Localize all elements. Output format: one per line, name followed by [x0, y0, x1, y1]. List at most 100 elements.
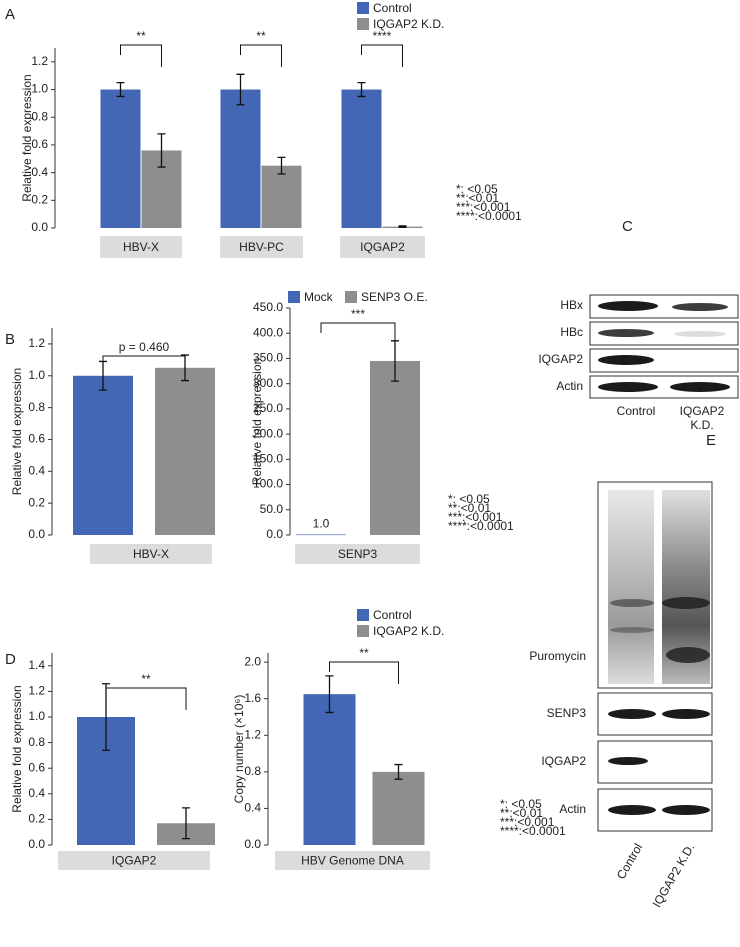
bar: [370, 360, 420, 535]
value-label: 1.0: [313, 517, 330, 531]
blot-e: Puromycin SENP3 IQGAP2 Actin Control IQG…: [529, 481, 713, 910]
significance-key: ****:<0.0001: [448, 519, 514, 533]
bar: [261, 165, 302, 228]
bar: [296, 534, 346, 536]
band: [662, 709, 710, 719]
error-bar: [182, 807, 190, 840]
significance-bracket: [329, 661, 399, 684]
bar: [100, 89, 141, 229]
x-tick-label: HBV-X: [123, 240, 159, 254]
category-box: [58, 851, 210, 870]
band: [608, 709, 656, 719]
band: [598, 382, 658, 392]
error-bar: [236, 73, 245, 106]
row-label: SENP3: [547, 706, 587, 720]
y-tick-label: 0.0: [266, 527, 283, 541]
error-bar: [398, 225, 407, 228]
bar: [303, 694, 356, 845]
row-label: Actin: [556, 379, 583, 393]
y-tick-label: 1.2: [244, 727, 261, 741]
y-tick-label: 1.0: [28, 368, 45, 382]
error-bar: [277, 156, 286, 175]
legend-swatch: [288, 291, 300, 303]
x-tick-label: HBV-X: [133, 547, 169, 561]
significance-bracket: [120, 44, 162, 67]
legend-swatch: [357, 609, 369, 621]
y-tick-label: 300.0: [253, 376, 283, 390]
y-axis-label: Relative fold expression: [10, 685, 24, 812]
y-tick-label: 0.6: [31, 137, 48, 151]
blot-strip: [589, 375, 739, 399]
y-tick-label: 400.0: [253, 325, 283, 339]
y-tick-label: 0.8: [28, 400, 45, 414]
band: [598, 301, 658, 311]
significance-bracket: [361, 44, 403, 67]
y-tick-label: 0.6: [28, 432, 45, 446]
panel-label: D: [5, 651, 16, 668]
legend-label: Control: [373, 608, 412, 622]
band: [662, 597, 710, 609]
y-tick-label: 1.0: [28, 709, 45, 723]
band: [598, 355, 654, 365]
y-tick-label: 0.0: [31, 220, 48, 234]
y-tick-label: 1.0: [31, 82, 48, 96]
x-tick-label: IQGAP2: [360, 240, 405, 254]
y-tick-label: 200.0: [253, 426, 283, 440]
significance-key: *: <0.05: [448, 492, 490, 506]
y-tick-label: 450.0: [253, 300, 283, 314]
band: [610, 627, 654, 633]
panel-label: A: [5, 6, 15, 23]
row-label: Puromycin: [529, 649, 586, 663]
bar: [341, 89, 382, 229]
significance-label: ****: [373, 29, 392, 43]
legend-label: IQGAP2 K.D.: [373, 17, 444, 31]
y-tick-label: 100.0: [253, 477, 283, 491]
y-tick-label: 0.4: [28, 463, 45, 477]
x-tick-label: SENP3: [338, 547, 378, 561]
legend-label: Control: [373, 1, 412, 15]
error-bar: [116, 81, 125, 98]
y-tick-label: 0.0: [28, 837, 45, 851]
significance-key: **:<0.01: [500, 806, 543, 820]
error-bar: [357, 81, 366, 98]
y-tick-label: 1.2: [31, 54, 48, 68]
legend-swatch: [357, 18, 369, 30]
row-label: HBc: [560, 325, 583, 339]
category-box: [100, 236, 182, 258]
significance-bracket: [105, 687, 187, 710]
blot-c: HBx HBc IQGAP2 Actin Control IQGAP2 K.D.: [538, 294, 739, 432]
y-tick-label: 350.0: [253, 351, 283, 365]
significance-key: **:<0.01: [456, 191, 499, 205]
y-tick-label: 0.8: [31, 109, 48, 123]
y-tick-label: 1.4: [28, 658, 45, 672]
y-tick-label: 0.0: [28, 527, 45, 541]
band: [666, 647, 710, 663]
category-box: [340, 236, 425, 258]
y-tick-label: 1.2: [28, 684, 45, 698]
error-bar: [325, 675, 334, 714]
significance-bracket: [240, 44, 282, 67]
category-box: [275, 851, 430, 870]
legend-label: IQGAP2 K.D.: [373, 624, 444, 638]
significance-key: ****:<0.0001: [456, 209, 522, 223]
legend-swatch: [345, 291, 357, 303]
smear: [608, 490, 654, 684]
category-box: [295, 544, 420, 564]
y-tick-label: 0.2: [28, 495, 45, 509]
y-tick-label: 150.0: [253, 452, 283, 466]
category-box: [90, 544, 212, 564]
y-tick-label: 0.2: [31, 192, 48, 206]
lane-label: K.D.: [690, 418, 713, 432]
bar: [372, 771, 425, 845]
legend-label: Mock: [304, 290, 334, 304]
band: [608, 757, 648, 765]
blot-strip: [589, 321, 739, 346]
category-box: [220, 236, 303, 258]
significance-label: **: [256, 29, 266, 43]
y-tick-label: 1.2: [28, 336, 45, 350]
y-tick-label: 1.6: [244, 691, 261, 705]
band: [662, 805, 710, 815]
lane-label: IQGAP2 K.D.: [650, 841, 698, 910]
significance-key: ****:<0.0001: [500, 824, 566, 838]
